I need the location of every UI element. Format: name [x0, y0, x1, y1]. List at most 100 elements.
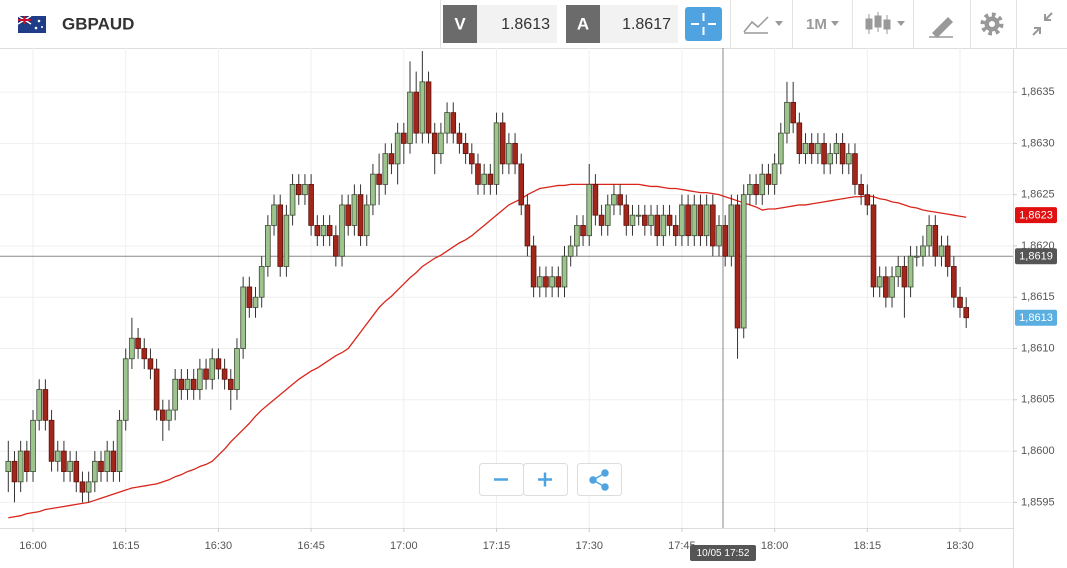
candle-body — [85, 481, 92, 493]
candle-body — [821, 142, 827, 165]
candle-body — [493, 122, 500, 185]
candle-body — [462, 142, 469, 155]
candle-body — [394, 132, 401, 165]
candle-body — [92, 460, 98, 483]
candle-body — [172, 378, 178, 411]
candle-body — [765, 173, 772, 185]
candle-body — [419, 81, 426, 134]
candle-body — [648, 214, 654, 226]
candle-body — [932, 225, 939, 257]
candle-body — [407, 91, 413, 144]
candle-body — [679, 204, 685, 237]
candle-body — [499, 122, 506, 165]
ma-price-label-bg — [1015, 207, 1057, 224]
candle-body — [586, 184, 593, 237]
crosshair-time-bg — [690, 545, 756, 561]
candle-body — [79, 481, 86, 493]
crosshair-button[interactable] — [685, 7, 722, 41]
settings-button[interactable] — [980, 12, 1004, 36]
y-tick-label: 1,8610 — [1021, 342, 1055, 354]
candle-body — [339, 204, 345, 257]
candle-body — [438, 132, 444, 155]
draw-button[interactable] — [929, 17, 953, 38]
plot-area — [0, 48, 1013, 528]
bid-price: 1.8613 — [501, 16, 550, 33]
candle-body — [506, 142, 512, 165]
candle-body — [178, 378, 185, 390]
y-tick-label: 1,8625 — [1021, 189, 1055, 201]
candle-body — [944, 245, 951, 267]
candle-body — [555, 276, 562, 288]
candle-body — [536, 276, 543, 288]
candle-body — [401, 132, 407, 144]
candle-body — [883, 276, 889, 298]
crosshair-price-label-bg — [1015, 248, 1057, 265]
candle-body — [326, 225, 333, 237]
candle-body — [61, 450, 67, 472]
candle-body — [753, 184, 759, 196]
collapse-button[interactable] — [1032, 12, 1053, 36]
candle-body — [722, 225, 728, 257]
candle-body — [759, 173, 766, 196]
last-price-label: 1,8613 — [1019, 312, 1053, 324]
candle-body — [592, 184, 599, 216]
candle-body — [227, 378, 234, 390]
candle-body — [938, 245, 945, 257]
crosshair-time-label: 10/05 17:52 — [697, 548, 750, 559]
candle-body — [876, 276, 883, 288]
candle-body — [629, 214, 636, 226]
candle-body — [672, 225, 679, 237]
bid-label: V — [454, 14, 466, 33]
candle-body — [129, 337, 135, 360]
x-tick-label: 16:15 — [112, 540, 140, 552]
candle-body — [153, 368, 160, 411]
y-tick-label: 1,8635 — [1021, 86, 1055, 98]
x-tick-label: 16:00 — [19, 540, 47, 552]
candle-body — [122, 358, 129, 421]
candle-body — [957, 296, 963, 308]
candle-body — [796, 122, 803, 155]
ma-price-label: 1,8623 — [1019, 210, 1053, 222]
candle-body — [345, 204, 351, 226]
y-tick-label: 1,8600 — [1021, 445, 1055, 457]
candle-body — [778, 132, 784, 165]
bid-button[interactable] — [443, 5, 477, 43]
candle-body — [166, 409, 172, 421]
candle-body — [116, 419, 123, 472]
candle-body — [827, 153, 834, 165]
candle-body — [685, 204, 691, 237]
candle-body — [901, 266, 908, 288]
candle-body — [240, 286, 246, 349]
candle-body — [710, 204, 716, 247]
candle-body — [895, 266, 902, 278]
candle-body — [747, 184, 753, 196]
candle-body — [388, 153, 395, 165]
indicator-button[interactable] — [743, 16, 783, 34]
candle-body — [36, 389, 42, 421]
candle-body — [784, 101, 790, 134]
candle-body — [277, 204, 284, 267]
candle-body — [456, 132, 463, 144]
candle-body — [481, 173, 487, 185]
symbol: GBPAUD — [62, 14, 134, 33]
chart-type-button[interactable] — [865, 12, 905, 34]
timeframe[interactable]: 1M — [806, 16, 827, 33]
ask-box — [600, 5, 678, 43]
y-tick-label: 1,8630 — [1021, 137, 1055, 149]
share-button[interactable] — [577, 463, 622, 496]
candle-body — [734, 204, 741, 329]
candle-body — [73, 460, 80, 483]
candle-body — [666, 214, 673, 226]
candle-body — [289, 184, 296, 216]
ask-button[interactable] — [566, 5, 600, 43]
candle-body — [845, 153, 852, 165]
candle-body — [333, 235, 339, 257]
candle-body — [870, 204, 877, 288]
candle-body — [450, 112, 457, 134]
x-tick-label: 18:15 — [854, 540, 882, 552]
candle-body — [580, 225, 586, 237]
candle-body — [697, 204, 704, 237]
candle-body — [425, 81, 432, 134]
candle-body — [802, 142, 809, 155]
candle-body — [512, 142, 518, 165]
